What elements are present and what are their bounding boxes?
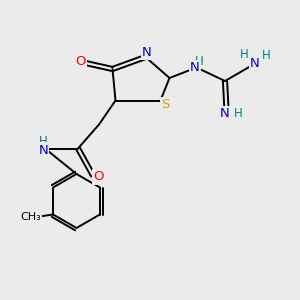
Text: N: N: [142, 46, 152, 59]
Text: N: N: [250, 56, 260, 70]
Text: H: H: [233, 106, 242, 120]
Text: N: N: [220, 106, 230, 120]
Text: H: H: [262, 49, 271, 62]
Text: CH₃: CH₃: [21, 212, 42, 223]
Text: O: O: [93, 170, 104, 184]
Text: H: H: [195, 55, 204, 68]
Text: S: S: [161, 98, 169, 111]
Text: O: O: [76, 55, 86, 68]
Text: H: H: [39, 135, 48, 148]
Text: N: N: [39, 143, 48, 157]
Text: H: H: [239, 48, 248, 62]
Text: N: N: [190, 61, 200, 74]
